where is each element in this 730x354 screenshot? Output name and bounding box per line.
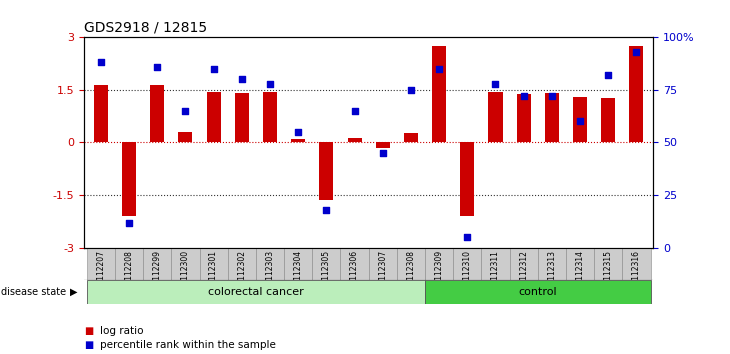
Point: [349, 108, 361, 114]
Bar: [594, 248, 623, 280]
Bar: [397, 248, 425, 280]
Bar: [376, 143, 390, 148]
Text: percentile rank within the sample: percentile rank within the sample: [100, 340, 276, 350]
Point: [180, 108, 191, 114]
Bar: [453, 248, 481, 280]
Text: GSM112300: GSM112300: [181, 250, 190, 296]
Point: [631, 49, 642, 55]
Bar: [115, 248, 143, 280]
Bar: [284, 248, 312, 280]
Bar: [629, 46, 643, 143]
Bar: [263, 92, 277, 143]
Bar: [623, 248, 650, 280]
Text: GDS2918 / 12815: GDS2918 / 12815: [84, 21, 207, 35]
Bar: [404, 133, 418, 143]
Bar: [347, 138, 361, 143]
Bar: [545, 93, 559, 143]
Bar: [481, 248, 510, 280]
Point: [546, 93, 558, 99]
Bar: [143, 248, 172, 280]
Text: GSM112309: GSM112309: [434, 250, 444, 296]
Bar: [228, 248, 256, 280]
Bar: [460, 143, 474, 216]
Point: [320, 207, 332, 213]
Text: GSM112316: GSM112316: [632, 250, 641, 296]
Bar: [538, 248, 566, 280]
Point: [518, 93, 529, 99]
Point: [575, 119, 586, 124]
Point: [377, 150, 388, 156]
Text: log ratio: log ratio: [100, 326, 144, 336]
Text: GSM112305: GSM112305: [322, 250, 331, 296]
Bar: [235, 93, 249, 143]
Bar: [150, 85, 164, 143]
Point: [123, 220, 135, 225]
Text: GSM112308: GSM112308: [407, 250, 415, 296]
Point: [405, 87, 417, 93]
Bar: [566, 248, 594, 280]
Text: GSM112207: GSM112207: [96, 250, 105, 296]
Bar: [432, 46, 446, 143]
Point: [151, 64, 163, 69]
Point: [208, 66, 220, 72]
Bar: [573, 97, 587, 143]
Bar: [602, 98, 615, 143]
Bar: [87, 248, 115, 280]
Text: GSM112307: GSM112307: [378, 250, 387, 296]
Point: [236, 76, 247, 82]
Text: ■: ■: [84, 340, 93, 350]
Bar: [178, 132, 193, 143]
Text: GSM112303: GSM112303: [266, 250, 274, 296]
Text: GSM112301: GSM112301: [209, 250, 218, 296]
Text: GSM112306: GSM112306: [350, 250, 359, 296]
Text: GSM112299: GSM112299: [153, 250, 162, 296]
Point: [602, 72, 614, 78]
Point: [95, 59, 107, 65]
Text: GSM112311: GSM112311: [491, 250, 500, 296]
Bar: [517, 94, 531, 143]
Text: disease state: disease state: [1, 287, 66, 297]
Bar: [87, 280, 425, 304]
Text: GSM112313: GSM112313: [548, 250, 556, 296]
Text: GSM112304: GSM112304: [293, 250, 303, 296]
Bar: [172, 248, 199, 280]
Bar: [425, 280, 650, 304]
Bar: [369, 248, 397, 280]
Bar: [94, 85, 108, 143]
Text: control: control: [518, 287, 557, 297]
Bar: [199, 248, 228, 280]
Bar: [291, 139, 305, 143]
Point: [490, 81, 502, 86]
Text: GSM112315: GSM112315: [604, 250, 612, 296]
Bar: [122, 143, 136, 216]
Bar: [312, 248, 340, 280]
Bar: [256, 248, 284, 280]
Bar: [425, 248, 453, 280]
Text: GSM112312: GSM112312: [519, 250, 529, 296]
Point: [461, 234, 473, 240]
Bar: [488, 92, 502, 143]
Bar: [207, 92, 220, 143]
Text: ▶: ▶: [70, 287, 77, 297]
Text: GSM112208: GSM112208: [125, 250, 134, 296]
Text: GSM112310: GSM112310: [463, 250, 472, 296]
Bar: [510, 248, 538, 280]
Text: ■: ■: [84, 326, 93, 336]
Text: GSM112314: GSM112314: [575, 250, 585, 296]
Point: [434, 66, 445, 72]
Point: [264, 81, 276, 86]
Bar: [340, 248, 369, 280]
Point: [292, 129, 304, 135]
Text: colorectal cancer: colorectal cancer: [208, 287, 304, 297]
Bar: [319, 143, 334, 200]
Text: GSM112302: GSM112302: [237, 250, 246, 296]
